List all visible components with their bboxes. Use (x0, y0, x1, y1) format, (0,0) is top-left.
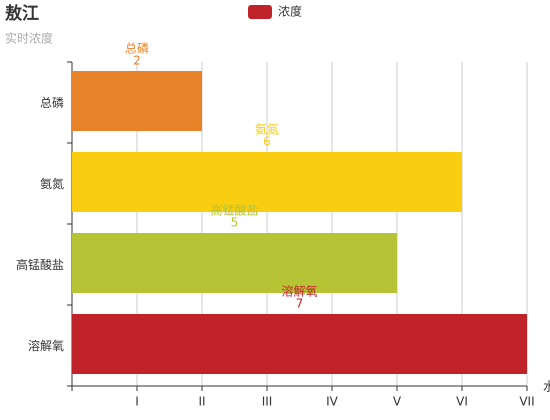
data-label: 7 (296, 297, 304, 311)
x-tick-label: V (393, 395, 402, 409)
chart-subtitle: 实时浓度 (5, 31, 53, 46)
y-tick-label: 高锰酸盐 (16, 257, 64, 272)
bar (72, 152, 462, 212)
y-tick-label: 总磷 (40, 95, 64, 110)
bar (72, 233, 397, 293)
data-label: 2 (133, 54, 141, 68)
x-tick-label: III (262, 395, 273, 409)
x-tick-label: VI (456, 395, 468, 409)
data-label-name: 溶解氧 (281, 284, 317, 299)
data-label-name: 高锰酸盐 (210, 203, 258, 218)
x-tick-label: I (135, 395, 139, 409)
x-axis-title: 水 (543, 380, 550, 394)
y-tick-label: 氨氮 (40, 176, 64, 191)
chart-title: 敖江 (5, 3, 39, 24)
data-label-name: 总磷 (125, 41, 149, 56)
legend-label[interactable]: 浓度 (278, 4, 302, 19)
x-tick-label: IV (326, 395, 339, 409)
x-tick-label: VII (519, 395, 534, 409)
y-tick-label: 溶解氧 (28, 338, 64, 353)
bar (72, 314, 527, 374)
data-label-name: 氨氮 (255, 122, 279, 137)
bar (72, 71, 202, 131)
data-label: 5 (231, 216, 239, 230)
x-tick-label: II (198, 395, 205, 409)
legend-swatch[interactable] (248, 5, 272, 19)
data-label: 6 (263, 135, 271, 149)
